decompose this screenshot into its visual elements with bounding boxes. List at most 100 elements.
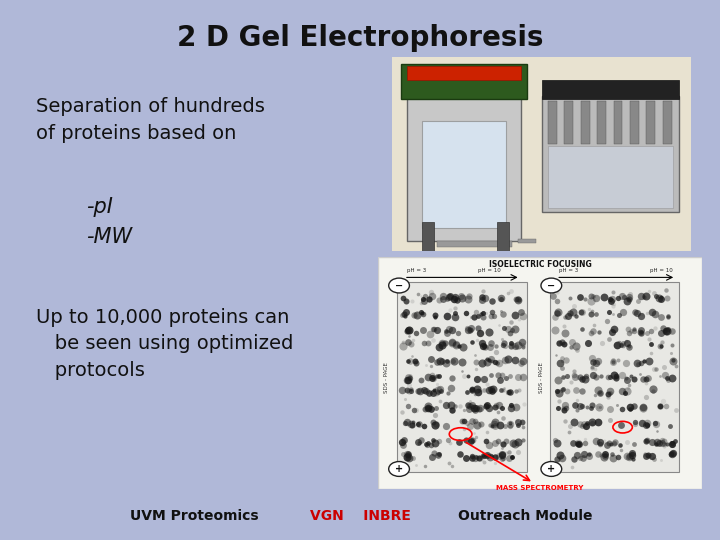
Point	[561, 403, 572, 412]
Point	[504, 421, 516, 430]
Point	[402, 356, 414, 365]
Point	[565, 377, 577, 386]
Point	[428, 325, 440, 333]
Point	[586, 363, 598, 372]
Point	[581, 418, 593, 427]
Point	[477, 287, 488, 295]
Point	[517, 373, 528, 381]
Point	[427, 374, 438, 382]
Point	[510, 342, 521, 350]
Point	[605, 296, 616, 305]
Point	[493, 452, 505, 461]
Point	[409, 356, 420, 365]
Point	[396, 408, 408, 417]
Text: +: +	[547, 464, 555, 474]
Point	[624, 453, 635, 461]
Point	[636, 418, 648, 427]
Point	[517, 340, 528, 349]
Point	[506, 453, 518, 462]
Point	[593, 402, 605, 411]
Point	[511, 416, 523, 425]
Point	[641, 421, 652, 429]
Point	[468, 429, 480, 437]
Point	[484, 421, 495, 430]
Point	[599, 449, 611, 458]
Point	[594, 440, 606, 449]
Point	[463, 405, 474, 414]
Point	[661, 294, 672, 302]
Point	[639, 449, 651, 458]
Point	[412, 311, 423, 320]
Point	[557, 338, 568, 347]
Point	[466, 437, 477, 445]
Point	[436, 339, 448, 347]
Point	[568, 302, 580, 310]
Point	[415, 309, 427, 318]
Point	[492, 407, 504, 416]
Point	[441, 295, 452, 303]
Point	[574, 373, 585, 381]
Point	[476, 338, 487, 347]
Point	[462, 372, 474, 380]
Text: MASS SPECTROMETRY: MASS SPECTROMETRY	[496, 484, 584, 490]
Point	[471, 312, 482, 321]
Point	[552, 387, 563, 395]
Point	[485, 371, 497, 380]
Point	[492, 371, 504, 380]
Point	[467, 454, 478, 462]
Point	[401, 450, 413, 458]
Point	[616, 387, 628, 395]
Bar	[497, 222, 509, 251]
Point	[623, 343, 634, 352]
Point	[641, 421, 652, 429]
Point	[432, 451, 444, 460]
Point	[466, 386, 477, 394]
Point	[471, 335, 482, 344]
Point	[440, 401, 451, 409]
Point	[513, 421, 524, 429]
Point	[604, 387, 616, 395]
Point	[645, 348, 657, 357]
Point	[469, 417, 481, 426]
Point	[564, 308, 576, 317]
Point	[497, 454, 508, 462]
Text: SDS - PAGE: SDS - PAGE	[384, 362, 389, 393]
Bar	[541, 80, 679, 99]
Point	[436, 339, 448, 348]
Point	[493, 359, 505, 367]
Point	[620, 374, 631, 383]
Point	[629, 308, 640, 316]
Point	[654, 372, 666, 380]
Point	[637, 403, 649, 412]
Point	[624, 329, 635, 338]
Point	[617, 342, 629, 350]
Point	[642, 450, 654, 459]
Point	[608, 440, 619, 448]
Point	[649, 420, 661, 429]
Point	[471, 357, 482, 366]
Point	[433, 295, 444, 304]
Point	[575, 454, 586, 462]
Point	[505, 338, 517, 347]
Point	[658, 440, 670, 449]
Point	[465, 324, 477, 333]
Text: pH = 3: pH = 3	[408, 268, 426, 273]
Point	[633, 359, 644, 368]
Point	[665, 348, 677, 357]
Point	[589, 364, 600, 373]
Point	[422, 438, 433, 447]
Point	[480, 436, 492, 445]
Point	[419, 462, 431, 470]
Point	[598, 436, 610, 445]
Point	[588, 292, 599, 301]
Point	[626, 451, 637, 460]
Point	[643, 334, 654, 343]
Bar	[613, 102, 623, 144]
Point	[649, 310, 660, 319]
Point	[418, 339, 429, 348]
Point	[402, 375, 414, 384]
Point	[474, 404, 486, 413]
Point	[428, 373, 439, 382]
Point	[504, 388, 516, 396]
Point	[601, 441, 613, 449]
